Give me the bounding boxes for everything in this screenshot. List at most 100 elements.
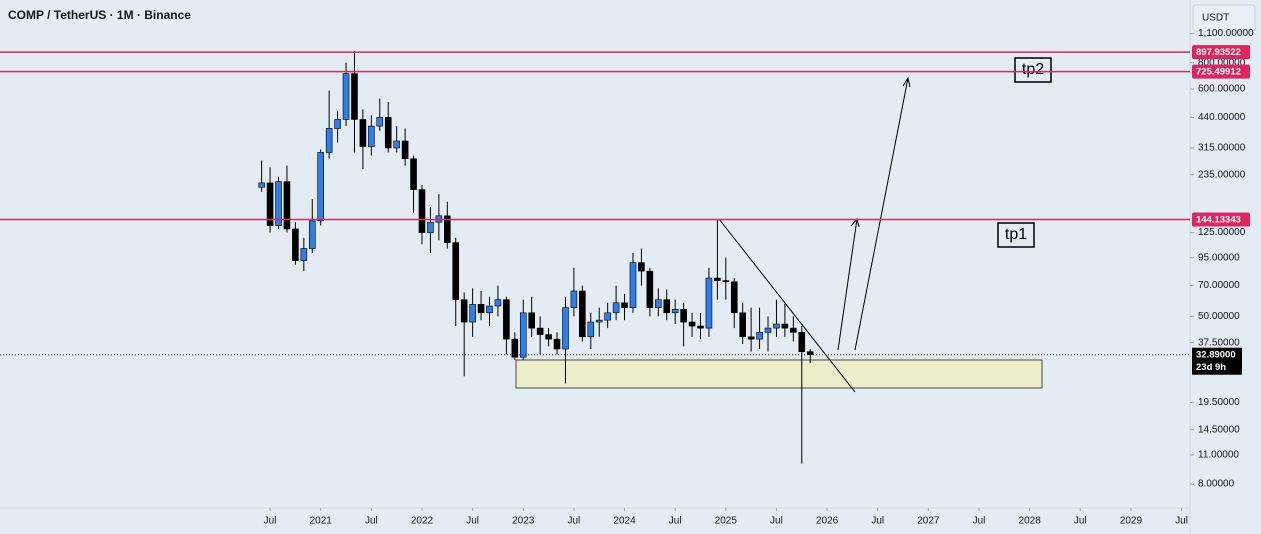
candle-body: [536, 327, 544, 335]
candle-body: [401, 140, 409, 160]
candle-body: [553, 338, 561, 350]
candle-body: [325, 128, 333, 153]
level-label: 725.49912: [1196, 67, 1241, 78]
arrow-head: [902, 76, 911, 88]
candle-body: [570, 290, 578, 308]
candle-body: [519, 312, 527, 358]
y-tick-label: 50.00000: [1198, 311, 1240, 322]
trend-line: [718, 218, 856, 393]
candle-body: [503, 299, 510, 340]
candle-body: [308, 220, 316, 249]
x-tick-label: Jul: [568, 516, 581, 527]
last-price-label: 32.89000: [1196, 350, 1236, 361]
x-tick-label: Jul: [365, 516, 378, 527]
candle-body: [427, 221, 434, 233]
support-zone: [515, 359, 1043, 389]
x-tick-label: 2027: [917, 516, 940, 527]
x-tick-label: 2024: [613, 516, 636, 527]
y-tick-label: 14.50000: [1198, 424, 1240, 435]
candle-body: [469, 304, 476, 323]
x-tick-label: Jul: [1074, 516, 1087, 527]
y-tick-label: 1,100.00000: [1198, 28, 1254, 39]
currency-button[interactable]: [1192, 4, 1256, 32]
candle-body: [798, 332, 806, 352]
candle-body: [384, 117, 392, 149]
x-tick-label: Jul: [466, 516, 479, 527]
y-tick-label: 19.50000: [1198, 397, 1240, 408]
candle-body: [680, 309, 687, 323]
x-tick-label: 2029: [1120, 516, 1143, 527]
y-tick-label: 440.00000: [1198, 112, 1246, 123]
candle-body: [545, 334, 552, 340]
tp-box: [997, 222, 1035, 248]
candle-body: [697, 325, 704, 329]
x-tick-label: Jul: [973, 516, 986, 527]
y-tick-label: 11.00000: [1198, 450, 1239, 461]
candle-body: [790, 327, 797, 333]
tp-label: tp1: [1005, 226, 1027, 243]
candle-body: [511, 338, 519, 358]
candle-body: [612, 302, 620, 314]
y-tick-label: 37.50000: [1198, 337, 1240, 348]
candle-body: [705, 277, 713, 329]
x-tick-label: Jul: [264, 516, 277, 527]
candle-body: [688, 321, 696, 327]
candle-body: [654, 299, 662, 308]
y-tick-label: 800.00000: [1198, 57, 1246, 68]
candle-body: [300, 248, 308, 261]
candle-body: [722, 280, 730, 283]
candle-body: [747, 336, 755, 340]
candle-body: [410, 158, 417, 190]
currency[interactable]: USDT: [1202, 13, 1229, 24]
candle-body: [376, 117, 384, 127]
x-tick-label: 2026: [816, 516, 839, 527]
x-tick-label: Jul: [770, 516, 783, 527]
candle-body: [595, 319, 603, 323]
candle-body: [671, 309, 679, 314]
x-tick-label: Jul: [1175, 516, 1188, 527]
x-tick-label: Jul: [871, 516, 884, 527]
y-tick-label: 70.00000: [1198, 280, 1240, 291]
candle-body: [292, 228, 299, 261]
arrow: [837, 218, 858, 351]
candle-body: [621, 302, 628, 308]
candle-body: [587, 321, 595, 338]
candle-body: [266, 182, 274, 226]
candle-body: [351, 73, 358, 120]
last-price-bg: [1192, 347, 1242, 375]
candle-body: [638, 262, 645, 272]
y-tick-label: 235.00000: [1198, 169, 1246, 180]
y-tick-label: 315.00000: [1198, 143, 1246, 154]
candle-body: [562, 307, 569, 350]
x-tick-label: Jul: [669, 516, 682, 527]
level-label: 144.13343: [1196, 215, 1241, 226]
candle-body: [477, 304, 485, 314]
candle-body: [368, 125, 375, 147]
x-tick-label: 2021: [310, 516, 333, 527]
candle-body: [764, 327, 772, 333]
candle-body: [444, 215, 451, 243]
candle-body: [460, 299, 468, 323]
candle-body: [579, 290, 586, 338]
x-tick-label: 2025: [715, 516, 738, 527]
candle-body: [781, 323, 789, 329]
arrow: [854, 77, 909, 351]
candle-body: [452, 242, 460, 301]
level-label-bg: [1192, 64, 1250, 79]
level-label-bg: [1192, 212, 1250, 227]
candle-body: [359, 119, 367, 147]
candle-body: [275, 181, 282, 226]
candle-body: [258, 182, 265, 188]
candle-body: [629, 262, 637, 308]
candle-body: [418, 189, 426, 233]
candle-body: [773, 323, 780, 329]
tp-label: tp2: [1022, 61, 1044, 78]
candle-body: [714, 277, 721, 281]
y-tick-label: 125.00000: [1198, 227, 1246, 238]
candle-body: [393, 140, 400, 149]
x-tick-label: 2023: [512, 516, 535, 527]
candle-body: [528, 312, 536, 329]
x-tick-label: 2028: [1019, 516, 1042, 527]
